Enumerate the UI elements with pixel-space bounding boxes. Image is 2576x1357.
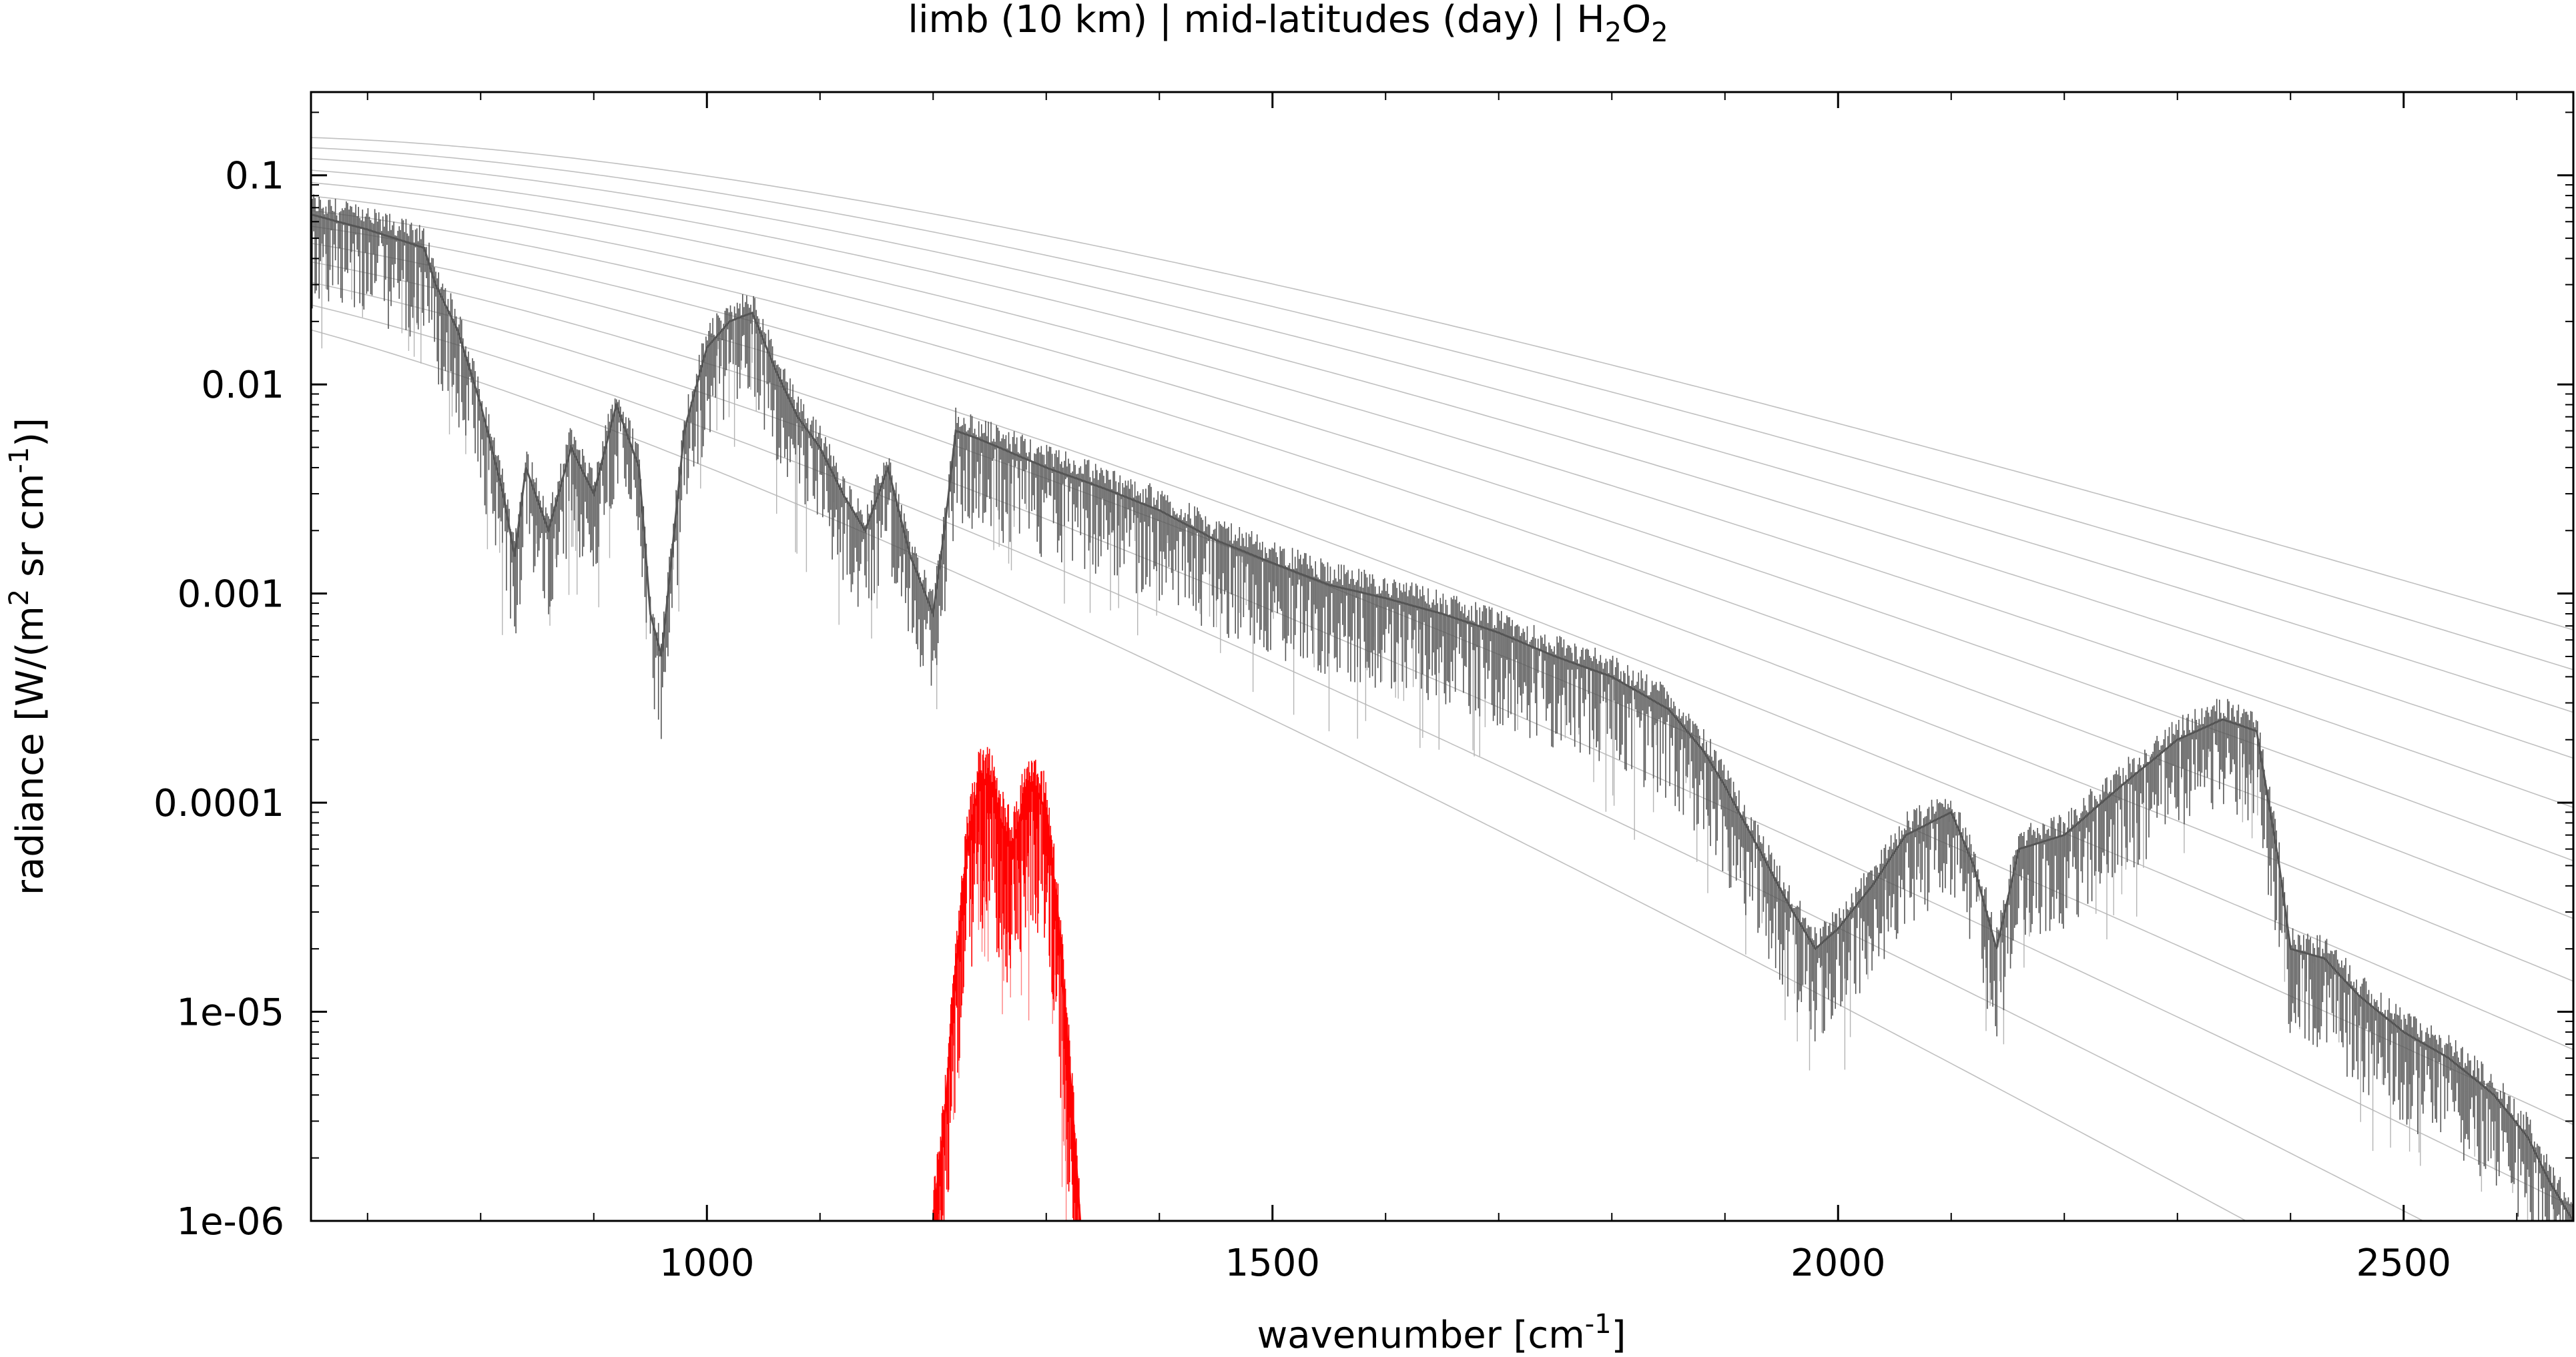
y-axis-title: radiance [W/(m2 sr cm-1)] [4, 418, 52, 895]
planck-curve [311, 137, 2573, 630]
y-axis: 0.1 0.01 0.001 0.0001 1e-05 1e-06 [153, 111, 2573, 1244]
planck-reference-curves [311, 137, 2573, 1221]
x-tick-label: 1500 [1225, 1242, 1320, 1285]
planck-curve [311, 169, 2573, 759]
planck-curve [311, 282, 2573, 1208]
chart-title: limb (10 km) | mid-latitudes (day) | H2O… [908, 0, 1668, 48]
planck-curve [311, 182, 2573, 809]
y-tick-label: 1e-06 [176, 1200, 284, 1244]
series-envelope [932, 777, 1082, 1221]
planck-curve [311, 242, 2573, 1051]
series-envelope [311, 213, 2573, 1221]
x-tick-label: 2500 [2356, 1242, 2451, 1285]
series-spectral-lines [311, 194, 2573, 1221]
planck-curve [311, 147, 2573, 670]
y-tick-label: 1e-05 [176, 991, 284, 1035]
x-axis: 1000 1500 2000 2500 [366, 92, 2518, 1285]
planck-curve [311, 157, 2573, 713]
y-tick-label: 0.0001 [153, 782, 284, 825]
y-tick-label: 0.001 [178, 573, 284, 616]
planck-curve [311, 225, 2573, 982]
y-tick-label: 0.1 [225, 155, 284, 198]
x-tick-label: 1000 [659, 1242, 755, 1285]
planck-curve [311, 209, 2573, 919]
series-layer [311, 194, 2573, 1221]
y-tick-label: 0.01 [201, 364, 284, 407]
x-tick-label: 2000 [1791, 1242, 1886, 1285]
x-axis-title: wavenumber [cm-1] [1257, 1309, 1626, 1357]
